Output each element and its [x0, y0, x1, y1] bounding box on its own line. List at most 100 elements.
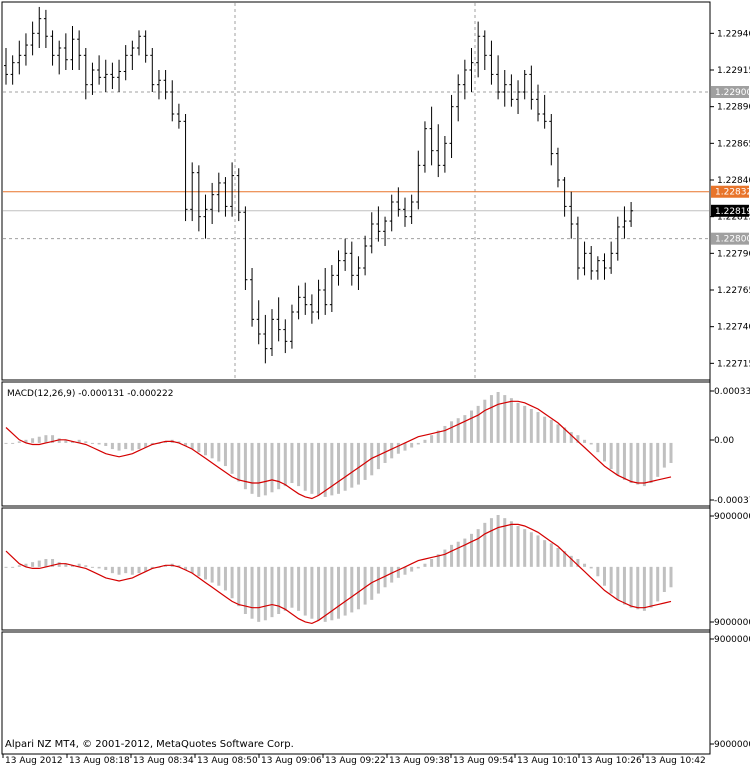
macd-bar — [503, 395, 507, 443]
ohlc-bar — [137, 30, 141, 56]
ohlc-bar — [403, 197, 407, 227]
macd-bar — [297, 566, 301, 611]
macd-bar — [337, 442, 340, 494]
macd-bar — [450, 421, 454, 443]
price-tick-label: 1.22915 — [717, 66, 750, 76]
macd-bar — [297, 442, 301, 487]
macd-bar — [383, 566, 387, 588]
macd-bar — [489, 518, 493, 567]
time-label: 13 Aug 08:18 — [69, 756, 130, 766]
price-tick-label: 1.22865 — [717, 139, 750, 149]
macd-bar — [356, 566, 360, 610]
ohlc-bar — [575, 216, 580, 280]
macd-bar — [283, 566, 287, 611]
ohlc-bar — [323, 268, 328, 315]
macd-bar — [576, 435, 580, 443]
macd-bar — [257, 566, 261, 622]
empty-panel[interactable] — [1, 631, 711, 755]
ohlc-bar — [203, 194, 208, 239]
macd-bar — [330, 566, 334, 621]
ohlc-bar — [283, 319, 288, 354]
macd-bar — [97, 566, 101, 569]
ohlc-bar — [356, 256, 361, 290]
macd-bar — [17, 565, 21, 567]
macd-bar — [104, 442, 108, 446]
macd-bar — [383, 442, 387, 463]
ohlc-bar — [363, 235, 368, 276]
ohlc-bar — [422, 121, 427, 173]
macd-bar — [24, 563, 28, 567]
price-badge-label: 1.22832 — [715, 188, 750, 198]
macd-bar — [144, 442, 148, 448]
macd-bar — [64, 563, 68, 567]
macd-bar — [543, 416, 547, 443]
macd-tick-label: 9000000 — [714, 618, 750, 628]
macd-bar — [303, 566, 307, 616]
ohlc-bar — [436, 124, 441, 178]
macd-bar — [416, 566, 420, 569]
ohlc-bar — [549, 114, 554, 166]
macd-bar — [423, 439, 427, 443]
macd-bar — [104, 566, 108, 570]
macd-bar — [184, 566, 188, 570]
price-panel[interactable] — [1, 1, 711, 381]
ohlc-bar — [369, 212, 374, 254]
macd-bar — [616, 442, 620, 476]
macd-bar — [323, 442, 327, 497]
price-badge — [711, 232, 749, 245]
macd-bar — [64, 439, 68, 443]
ohlc-bar — [442, 136, 447, 173]
macd-bar — [190, 442, 194, 450]
macd-bar — [410, 566, 414, 572]
macd-bar — [223, 442, 227, 467]
macd-bar — [343, 566, 347, 616]
macd-bar — [476, 529, 480, 567]
price-badge-label: 1.22900 — [715, 88, 750, 98]
price-badge-label: 1.22819 — [715, 207, 750, 217]
macd-bar — [483, 522, 487, 567]
macd-bar — [569, 432, 573, 443]
macd-bar — [124, 442, 128, 450]
macd-bar — [243, 442, 247, 490]
macd-bar — [529, 408, 533, 443]
macd-bar — [456, 541, 460, 567]
macd-bar — [90, 442, 94, 444]
ohlc-bar — [522, 70, 527, 100]
ohlc-bar — [602, 253, 607, 280]
macd-bar — [489, 395, 493, 443]
ohlc-bar — [289, 304, 294, 349]
ohlc-bar — [595, 256, 600, 280]
macd-bar — [376, 442, 380, 470]
macd-bar — [204, 442, 207, 456]
ohlc-bar — [163, 70, 168, 100]
macd-tick-label: 0.00033 — [714, 387, 750, 397]
time-label: 13 Aug 10:26 — [581, 756, 642, 766]
macd-bar — [237, 566, 241, 607]
ohlc-bar — [416, 150, 421, 210]
ohlc-bar — [629, 202, 634, 227]
macd-bar — [290, 566, 294, 608]
macd-bar — [603, 442, 606, 462]
macd-bar — [656, 442, 660, 477]
macd-bar — [669, 442, 673, 463]
macd-bar — [290, 442, 294, 484]
macd-bar — [649, 442, 653, 484]
ohlc-bar — [489, 40, 494, 85]
ohlc-bar — [303, 282, 308, 315]
macd-bar — [536, 412, 540, 443]
ohlc-bar — [329, 265, 334, 312]
macd-bar — [576, 559, 580, 567]
macd-bar — [57, 562, 61, 567]
macd-bar — [237, 442, 241, 482]
ohlc-bar — [562, 177, 567, 217]
macd-bar — [543, 540, 547, 567]
ohlc-bar — [509, 74, 514, 107]
empty-plot: 9000000 9000000 — [710, 635, 750, 750]
macd-bar — [363, 442, 367, 480]
macd-bar — [11, 442, 15, 444]
ohlc-bar — [130, 40, 135, 70]
macd-bar — [97, 442, 101, 445]
macd-tick-label: 0.00 — [714, 436, 734, 446]
macd-bar — [656, 566, 660, 602]
